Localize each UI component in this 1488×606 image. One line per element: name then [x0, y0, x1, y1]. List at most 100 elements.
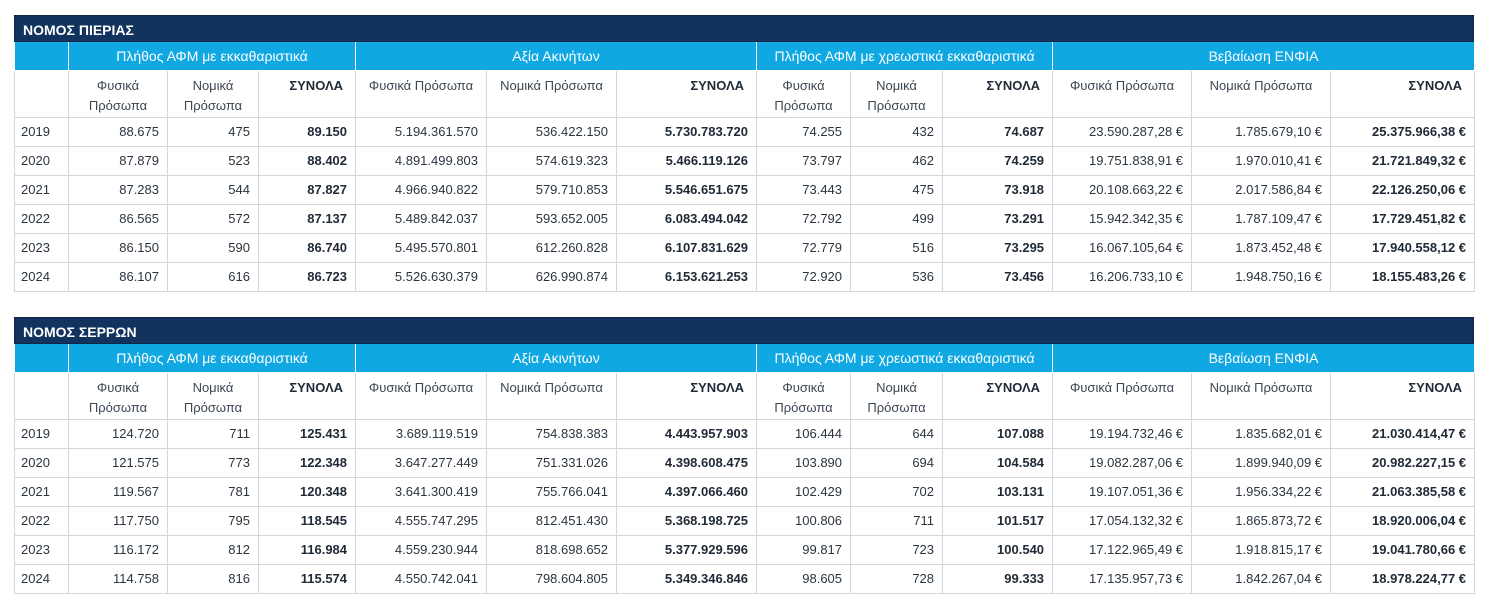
sub-header-natural-persons: Φυσικά Πρόσωπα	[756, 69, 852, 118]
value-cell: 1.970.010,41 €	[1191, 145, 1332, 176]
value-cell: 72.920	[756, 261, 852, 292]
total-cell: 86.723	[257, 261, 357, 292]
value-cell: 523	[167, 145, 259, 176]
sub-header-natural-persons: Φυσικά Πρόσωπα	[68, 371, 168, 420]
sub-header-natural-persons: Φυσικά Πρόσωπα	[68, 69, 168, 118]
table-body: 2019 124.720 711 125.431 3.689.119.519 754.83…	[14, 418, 1476, 594]
sub-header-totals: ΣΥΝΟΛΑ	[1330, 69, 1476, 118]
value-cell: 1.835.682,01 €	[1191, 418, 1332, 449]
total-cell: 25.375.966,38 €	[1330, 116, 1476, 147]
sub-header-totals: ΣΥΝΟΛΑ	[257, 371, 357, 420]
value-cell: 5.526.630.379	[355, 261, 488, 292]
year-cell: 2024	[14, 563, 69, 594]
sub-header-legal-persons: Νομικά Πρόσωπα	[1191, 371, 1332, 420]
sub-header-natural-persons: Φυσικά Πρόσωπα	[1052, 371, 1193, 420]
group-header-property-value: Αξία Ακινήτων	[355, 42, 758, 71]
total-cell: 18.155.483,26 €	[1330, 261, 1476, 292]
total-cell: 88.402	[257, 145, 357, 176]
table-row: 2019 124.720 711 125.431 3.689.119.519 754.83…	[14, 418, 1476, 449]
total-cell: 120.348	[257, 476, 357, 507]
value-cell: 572	[167, 203, 259, 234]
value-cell: 544	[167, 174, 259, 205]
total-cell: 118.545	[257, 505, 357, 536]
total-cell: 21.030.414,47 €	[1330, 418, 1476, 449]
year-cell: 2019	[14, 418, 69, 449]
value-cell: 2.017.586,84 €	[1191, 174, 1332, 205]
value-cell: 612.260.828	[486, 232, 618, 263]
total-cell: 73.295	[942, 232, 1054, 263]
total-cell: 74.259	[942, 145, 1054, 176]
total-cell: 5.349.346.846	[616, 563, 758, 594]
value-cell: 86.107	[68, 261, 168, 292]
total-cell: 73.291	[942, 203, 1054, 234]
value-cell: 626.990.874	[486, 261, 618, 292]
table-row: 2023 116.172 812 116.984 4.559.230.944 818.69…	[14, 534, 1476, 565]
total-cell: 122.348	[257, 447, 357, 478]
year-cell: 2022	[14, 505, 69, 536]
value-cell: 1.842.267,04 €	[1191, 563, 1332, 594]
value-cell: 1.948.750,16 €	[1191, 261, 1332, 292]
value-cell: 795	[167, 505, 259, 536]
value-cell: 86.565	[68, 203, 168, 234]
table-row: 2022 86.565 572 87.137 5.489.842.037 593.652.…	[14, 203, 1476, 234]
sub-header-natural-persons: Φυσικά Πρόσωπα	[1052, 69, 1193, 118]
value-cell: 19.751.838,91 €	[1052, 145, 1193, 176]
table-row: 2021 119.567 781 120.348 3.641.300.419 755.76…	[14, 476, 1476, 507]
sub-header-legal-persons: Νομικά Πρόσωπα	[167, 69, 259, 118]
value-cell: 114.758	[68, 563, 168, 594]
value-cell: 99.817	[756, 534, 852, 565]
total-cell: 5.730.783.720	[616, 116, 758, 147]
total-cell: 4.443.957.903	[616, 418, 758, 449]
total-cell: 4.397.066.460	[616, 476, 758, 507]
value-cell: 72.779	[756, 232, 852, 263]
table-row: 2023 86.150 590 86.740 5.495.570.801 612.260.…	[14, 232, 1476, 263]
value-cell: 117.750	[68, 505, 168, 536]
value-cell: 73.443	[756, 174, 852, 205]
value-cell: 17.122.965,49 €	[1052, 534, 1193, 565]
year-cell: 2024	[14, 261, 69, 292]
value-cell: 644	[850, 418, 944, 449]
total-cell: 6.083.494.042	[616, 203, 758, 234]
total-cell: 6.153.621.253	[616, 261, 758, 292]
group-header-taxpayers: Πλήθος ΑΦΜ με εκκαθαριστικά	[67, 42, 357, 71]
value-cell: 20.108.663,22 €	[1052, 174, 1193, 205]
table-row: 2020 121.575 773 122.348 3.647.277.449 751.33…	[14, 447, 1476, 478]
value-cell: 72.792	[756, 203, 852, 234]
group-header-property-value: Αξία Ακινήτων	[355, 344, 758, 373]
sub-header-row: Φυσικά Πρόσωπα Νομικά Πρόσωπα ΣΥΝΟΛΑ Φυσικά…	[14, 69, 1476, 118]
value-cell: 106.444	[756, 418, 852, 449]
value-cell: 755.766.041	[486, 476, 618, 507]
value-cell: 593.652.005	[486, 203, 618, 234]
sub-header-legal-persons: Νομικά Πρόσωπα	[850, 371, 944, 420]
value-cell: 16.067.105,64 €	[1052, 232, 1193, 263]
total-cell: 5.466.119.126	[616, 145, 758, 176]
value-cell: 711	[167, 418, 259, 449]
sub-header-totals: ΣΥΝΟΛΑ	[1330, 371, 1476, 420]
value-cell: 702	[850, 476, 944, 507]
value-cell: 119.567	[68, 476, 168, 507]
total-cell: 20.982.227,15 €	[1330, 447, 1476, 478]
group-header-debit-taxpayers: Πλήθος ΑΦΜ με χρεωστικά εκκαθαριστικά	[756, 42, 1054, 71]
value-cell: 816	[167, 563, 259, 594]
sub-header-totals: ΣΥΝΟΛΑ	[257, 69, 357, 118]
value-cell: 536.422.150	[486, 116, 618, 147]
value-cell: 5.495.570.801	[355, 232, 488, 263]
sub-header-spacer	[14, 69, 69, 118]
table-row: 2022 117.750 795 118.545 4.555.747.295 812.45…	[14, 505, 1476, 536]
value-cell: 4.559.230.944	[355, 534, 488, 565]
year-cell: 2023	[14, 232, 69, 263]
value-cell: 475	[850, 174, 944, 205]
value-cell: 17.054.132,32 €	[1052, 505, 1193, 536]
total-cell: 18.920.006,04 €	[1330, 505, 1476, 536]
group-header-taxpayers: Πλήθος ΑΦΜ με εκκαθαριστικά	[67, 344, 357, 373]
group-header-enfia-assessment: Βεβαίωση ΕΝΦΙΑ	[1052, 344, 1476, 373]
value-cell: 574.619.323	[486, 145, 618, 176]
value-cell: 812.451.430	[486, 505, 618, 536]
total-cell: 22.126.250,06 €	[1330, 174, 1476, 205]
total-cell: 104.584	[942, 447, 1054, 478]
table-body: 2019 88.675 475 89.150 5.194.361.570 536.422.…	[14, 116, 1476, 292]
sub-header-natural-persons: Φυσικά Πρόσωπα	[756, 371, 852, 420]
value-cell: 1.873.452,48 €	[1191, 232, 1332, 263]
value-cell: 15.942.342,35 €	[1052, 203, 1193, 234]
year-cell: 2021	[14, 476, 69, 507]
